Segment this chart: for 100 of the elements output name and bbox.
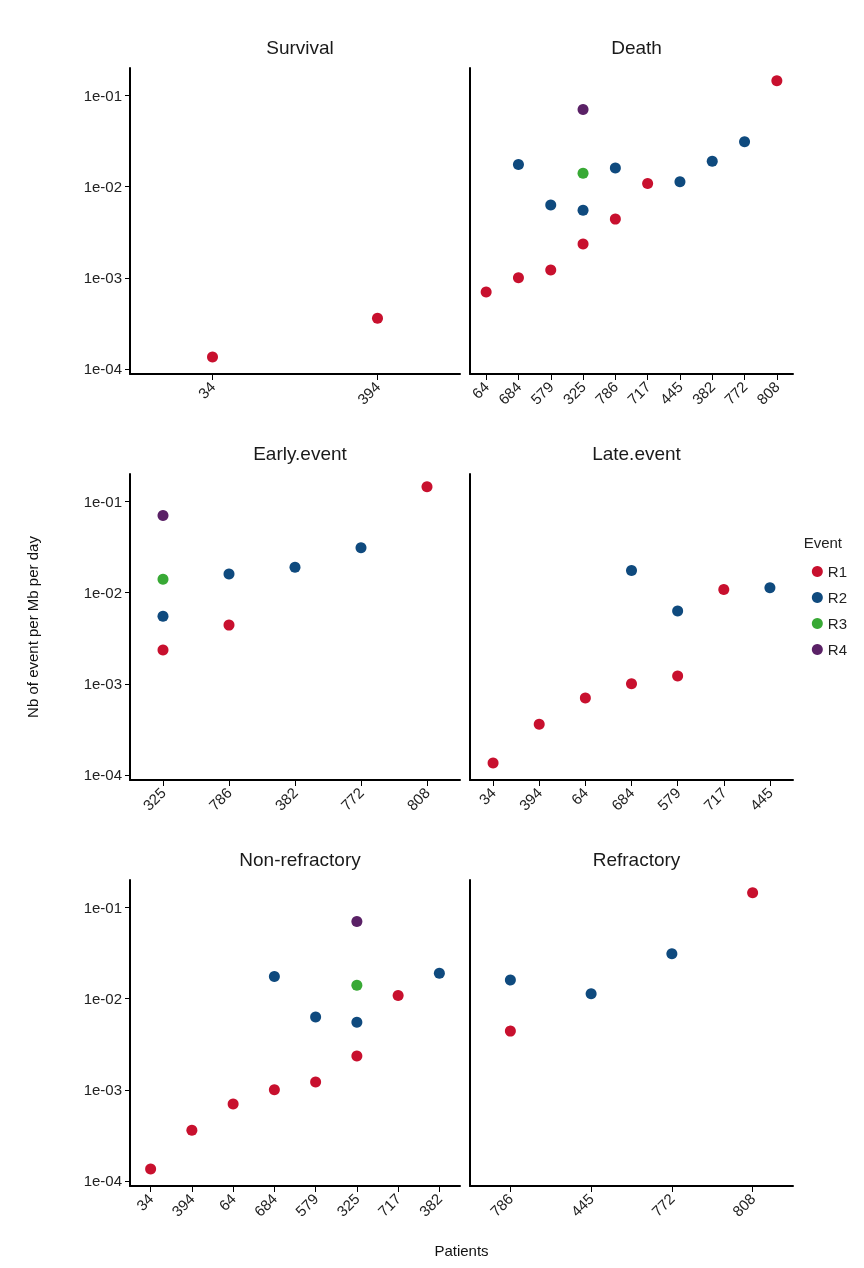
point xyxy=(577,204,589,216)
y-tick-label: 1e-02 xyxy=(83,990,122,1008)
point xyxy=(771,75,783,87)
y-tick-label: 1e-01 xyxy=(83,86,122,104)
chart-title: Non-refractory xyxy=(239,849,362,870)
chart-title: Late.event xyxy=(592,443,682,464)
point xyxy=(739,136,751,148)
x-tick-label: 808 xyxy=(403,783,434,814)
legend-label: R4 xyxy=(827,641,848,658)
y-tick-label: 1e-04 xyxy=(83,1172,122,1190)
y-tick-label: 1e-02 xyxy=(83,178,122,196)
x-tick-label: 64 xyxy=(468,377,493,402)
point xyxy=(223,619,235,631)
point xyxy=(351,979,363,991)
x-tick-label: 786 xyxy=(205,783,236,814)
point xyxy=(351,916,363,928)
point xyxy=(355,542,367,554)
x-tick-label: 772 xyxy=(720,377,751,408)
x-tick-label: 382 xyxy=(415,1189,446,1220)
point xyxy=(577,167,589,179)
x-axis-title: Patients xyxy=(433,1242,490,1259)
point xyxy=(268,1084,280,1096)
x-tick-label: 579 xyxy=(291,1189,322,1220)
point xyxy=(351,1050,363,1062)
point xyxy=(674,176,686,188)
point xyxy=(157,610,169,622)
point xyxy=(512,158,524,170)
x-tick-label: 717 xyxy=(374,1189,405,1220)
x-tick-label: 34 xyxy=(132,1189,157,1214)
x-tick-label: 382 xyxy=(271,783,302,814)
point xyxy=(672,670,684,682)
point xyxy=(577,104,589,116)
x-tick-label: 64 xyxy=(567,783,592,808)
point xyxy=(626,678,637,690)
x-tick-label: 684 xyxy=(494,377,525,408)
x-tick-label: 394 xyxy=(353,377,384,408)
x-tick-label: 579 xyxy=(653,783,684,814)
point xyxy=(609,162,621,174)
x-tick-label: 684 xyxy=(607,783,638,814)
x-tick-label: 808 xyxy=(753,377,783,408)
x-tick-label: 445 xyxy=(567,1189,598,1220)
point xyxy=(706,155,718,167)
x-tick-label: 772 xyxy=(337,783,368,814)
chart-title: Survival xyxy=(266,37,334,58)
x-tick-label: 717 xyxy=(700,783,730,814)
point xyxy=(504,1025,516,1037)
y-axis-title: Nb of event per Mb per day xyxy=(24,535,41,718)
x-tick-label: 325 xyxy=(559,377,590,408)
point xyxy=(268,970,280,982)
chart-title: Early.event xyxy=(253,443,348,464)
point xyxy=(289,561,301,573)
point xyxy=(392,990,404,1002)
y-tick-label: 1e-01 xyxy=(83,492,122,510)
x-tick-label: 684 xyxy=(250,1189,281,1220)
point xyxy=(351,1016,363,1028)
point xyxy=(421,481,433,493)
y-tick-label: 1e-04 xyxy=(83,360,122,378)
point xyxy=(223,568,235,580)
point xyxy=(545,264,557,276)
y-tick-label: 1e-03 xyxy=(83,675,122,693)
y-tick-label: 1e-04 xyxy=(83,766,122,784)
chart-title: Refractory xyxy=(592,849,681,870)
point xyxy=(585,988,597,1000)
point xyxy=(433,967,445,979)
legend-title: Event xyxy=(803,534,843,551)
point xyxy=(157,573,169,585)
point xyxy=(577,238,589,250)
legend-label: R3 xyxy=(827,615,848,632)
point xyxy=(157,510,169,522)
x-tick-label: 786 xyxy=(486,1189,517,1220)
point xyxy=(666,948,678,960)
x-tick-label: 394 xyxy=(515,783,546,814)
y-tick-label: 1e-01 xyxy=(83,898,122,916)
point xyxy=(533,718,545,730)
x-tick-label: 445 xyxy=(656,377,686,408)
point xyxy=(764,582,776,594)
point xyxy=(626,564,637,576)
point xyxy=(609,213,621,225)
point xyxy=(310,1011,322,1023)
x-tick-label: 382 xyxy=(688,377,719,408)
point xyxy=(310,1076,322,1088)
y-tick-label: 1e-03 xyxy=(83,1081,122,1099)
x-tick-label: 34 xyxy=(475,783,500,808)
legend-label: R1 xyxy=(827,563,848,580)
point xyxy=(747,887,759,899)
point xyxy=(642,178,654,190)
y-tick-label: 1e-02 xyxy=(83,584,122,602)
x-tick-label: 325 xyxy=(333,1189,363,1220)
point xyxy=(227,1098,239,1110)
x-tick-label: 325 xyxy=(139,783,170,814)
point xyxy=(157,644,169,656)
chart-title: Death xyxy=(611,37,662,58)
point xyxy=(504,974,516,986)
point xyxy=(487,757,499,769)
point xyxy=(579,692,591,704)
point xyxy=(718,584,730,596)
y-tick-label: 1e-03 xyxy=(83,269,122,287)
x-tick-label: 64 xyxy=(215,1189,240,1214)
point xyxy=(480,286,492,298)
point xyxy=(672,605,684,617)
